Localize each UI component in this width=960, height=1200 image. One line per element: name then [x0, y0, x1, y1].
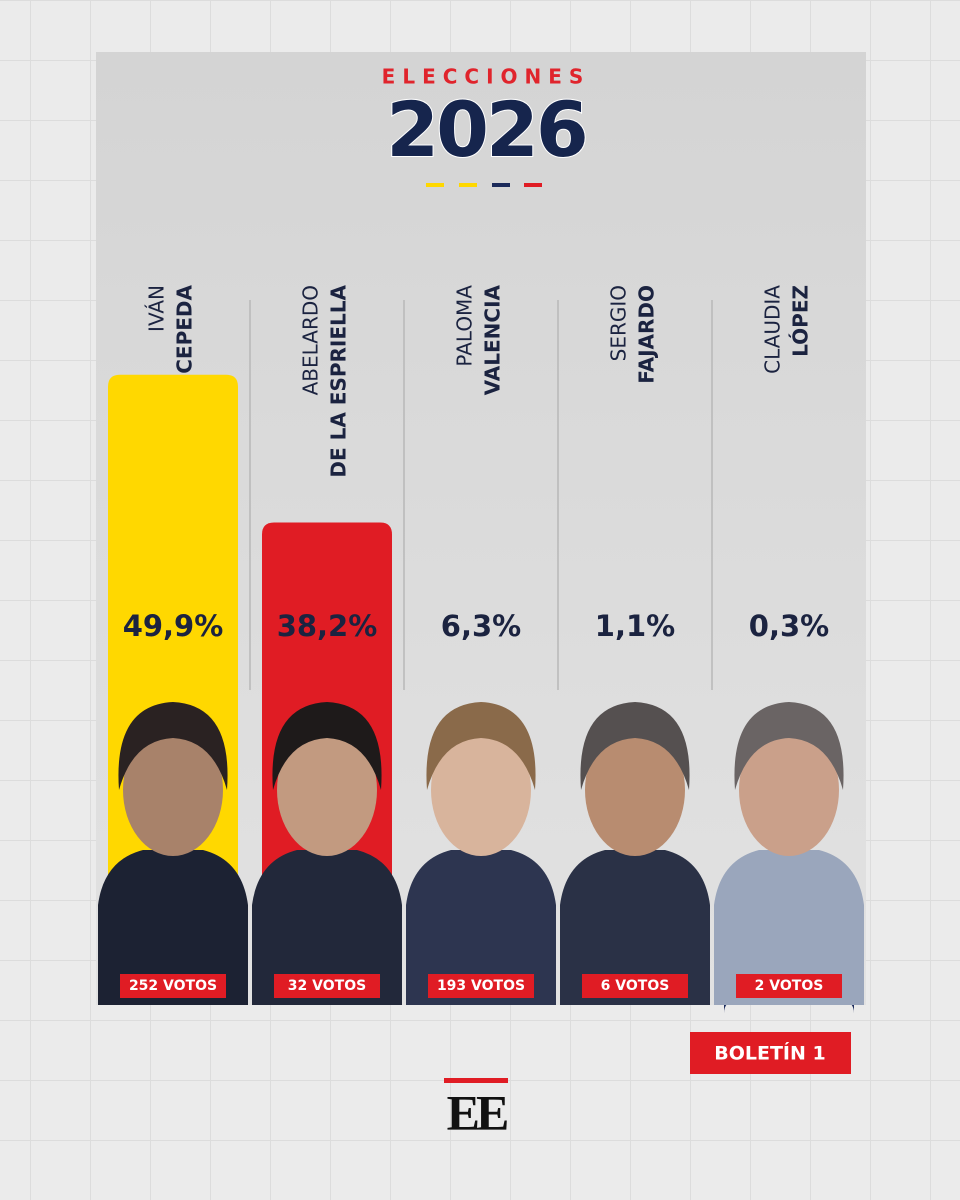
candidate-last-name: LÓPEZ [789, 285, 813, 357]
candidate-first-name: CLAUDIA [761, 285, 785, 374]
portrait-head [739, 724, 839, 856]
votes-box [582, 974, 688, 998]
portrait-head [277, 724, 377, 856]
value-label: 1,1% [595, 609, 675, 643]
candidate-last-name: CEPEDA [173, 284, 197, 373]
portrait-body [406, 850, 556, 1005]
votes-box [428, 974, 534, 998]
title: 2026 [386, 85, 586, 174]
badge: BOLETÍN 1 [714, 1042, 826, 1065]
badge-box [690, 1032, 851, 1074]
candidate-last-name: FAJARDO [635, 285, 659, 384]
votes-box [736, 974, 842, 998]
candidate-last-name: DE LA ESPRIELLA [327, 284, 351, 477]
portrait-hair [272, 702, 382, 790]
value-label: 49,9% [123, 609, 224, 643]
portrait-head [123, 724, 223, 856]
candidate-last-name: VALENCIA [481, 284, 505, 395]
votes-label: 2 VOTOS [755, 978, 824, 994]
value-label: 6,3% [441, 609, 521, 643]
votes-label: 32 VOTOS [288, 978, 366, 994]
kicker: ELECCIONES [382, 65, 591, 89]
votes-label: 193 VOTOS [437, 978, 525, 994]
portrait-hair [426, 702, 536, 790]
candidate-first-name: PALOMA [453, 285, 477, 367]
votes-box [274, 974, 380, 998]
bar [108, 374, 238, 1005]
portrait-head [431, 724, 531, 856]
portrait-body [560, 850, 710, 1005]
votes-box [120, 974, 226, 998]
portrait-body [98, 850, 248, 1005]
votes-label: 6 VOTOS [601, 978, 670, 994]
candidate-first-name: IVÁN [145, 285, 169, 332]
candidate-first-name: SERGIO [607, 285, 631, 361]
logo-bar [444, 1078, 508, 1083]
portrait-hair [580, 702, 690, 790]
portrait-hair [734, 702, 844, 790]
logo: EE [447, 1084, 507, 1140]
votes-label: 252 VOTOS [129, 978, 217, 994]
labels: IVÁN CEPEDA 49,9% 252 VOTOS ABELARDO DE LA ES… [120, 284, 842, 998]
candidate-first-name: ABELARDO [299, 285, 323, 395]
portrait-head [585, 724, 685, 856]
portrait-body [714, 850, 864, 1005]
portrait-body [252, 850, 402, 1005]
flag-dashes [426, 183, 542, 187]
value-label: 38,2% [277, 609, 378, 643]
portrait-hair [118, 702, 228, 790]
portraits [98, 702, 864, 1005]
value-label: 0,3% [749, 609, 829, 643]
